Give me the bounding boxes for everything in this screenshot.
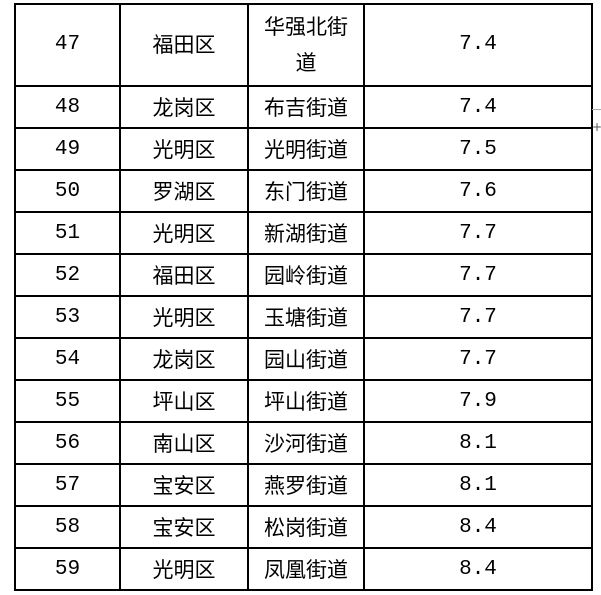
table-row: 59 光明区 凤凰街道 8.4	[14, 547, 593, 591]
row-number-cell: 53	[14, 295, 121, 339]
table-row: 53 光明区 玉塘街道 7.7	[14, 295, 593, 339]
value-cell: 8.1	[363, 463, 593, 507]
street-cell: 坪山街道	[247, 379, 365, 423]
street-cell: 新湖街道	[247, 211, 365, 255]
value-cell: 8.4	[363, 547, 593, 591]
table-row: 52 福田区 园岭街道 7.7	[14, 253, 593, 297]
row-number-cell: 47	[14, 3, 121, 87]
district-cell: 宝安区	[119, 463, 249, 507]
value-cell: 8.4	[363, 505, 593, 549]
value-cell: 7.7	[363, 337, 593, 381]
table-row: 51 光明区 新湖街道 7.7	[14, 211, 593, 255]
street-cell: 玉塘街道	[247, 295, 365, 339]
table-row: 57 宝安区 燕罗街道 8.1	[14, 463, 593, 507]
value-cell: 7.7	[363, 295, 593, 339]
street-cell: 园岭街道	[247, 253, 365, 297]
table-row: 58 宝安区 松岗街道 8.4	[14, 505, 593, 549]
row-number-cell: 55	[14, 379, 121, 423]
district-cell: 龙岗区	[119, 85, 249, 129]
street-cell: 光明街道	[247, 127, 365, 171]
street-cell: 华强北街道	[247, 3, 365, 87]
street-cell: 凤凰街道	[247, 547, 365, 591]
district-cell: 光明区	[119, 211, 249, 255]
street-cell: 松岗街道	[247, 505, 365, 549]
street-cell: 园山街道	[247, 337, 365, 381]
value-cell: 7.6	[363, 169, 593, 213]
row-number-cell: 50	[14, 169, 121, 213]
value-cell: 7.4	[363, 3, 593, 87]
table-row: 48 龙岗区 布吉街道 7.4	[14, 85, 593, 129]
district-cell: 南山区	[119, 421, 249, 465]
plus-icon[interactable]: +	[592, 120, 601, 134]
street-cell: 东门街道	[247, 169, 365, 213]
value-cell: 7.9	[363, 379, 593, 423]
table-row: 47 福田区 华强北街道 7.4	[14, 3, 593, 87]
row-number-cell: 59	[14, 547, 121, 591]
row-number-cell: 48	[14, 85, 121, 129]
table-row: 50 罗湖区 东门街道 7.6	[14, 169, 593, 213]
row-number-cell: 57	[14, 463, 121, 507]
district-cell: 宝安区	[119, 505, 249, 549]
value-cell: 8.1	[363, 421, 593, 465]
row-number-cell: 54	[14, 337, 121, 381]
street-cell: 沙河街道	[247, 421, 365, 465]
row-number-cell: 52	[14, 253, 121, 297]
value-cell: 7.4	[363, 85, 593, 129]
table-row: 55 坪山区 坪山街道 7.9	[14, 379, 593, 423]
street-cell: 燕罗街道	[247, 463, 365, 507]
row-number-cell: 58	[14, 505, 121, 549]
table-row: 54 龙岗区 园山街道 7.7	[14, 337, 593, 381]
district-cell: 坪山区	[119, 379, 249, 423]
row-number-cell: 49	[14, 127, 121, 171]
value-cell: 7.7	[363, 253, 593, 297]
divider	[592, 109, 601, 110]
district-cell: 罗湖区	[119, 169, 249, 213]
row-number-cell: 51	[14, 211, 121, 255]
district-cell: 光明区	[119, 547, 249, 591]
district-cell: 福田区	[119, 253, 249, 297]
district-cell: 龙岗区	[119, 337, 249, 381]
table-row: 49 光明区 光明街道 7.5	[14, 127, 593, 171]
district-cell: 光明区	[119, 127, 249, 171]
value-cell: 7.5	[363, 127, 593, 171]
row-number-cell: 56	[14, 421, 121, 465]
street-cell: 布吉街道	[247, 85, 365, 129]
district-cell: 福田区	[119, 3, 249, 87]
value-cell: 7.7	[363, 211, 593, 255]
district-cell: 光明区	[119, 295, 249, 339]
data-table: 47 福田区 华强北街道 7.4 48 龙岗区 布吉街道 7.4 49 光明区 光明街道 7.5 50 罗…	[14, 3, 593, 591]
table-row: 56 南山区 沙河街道 8.1	[14, 421, 593, 465]
